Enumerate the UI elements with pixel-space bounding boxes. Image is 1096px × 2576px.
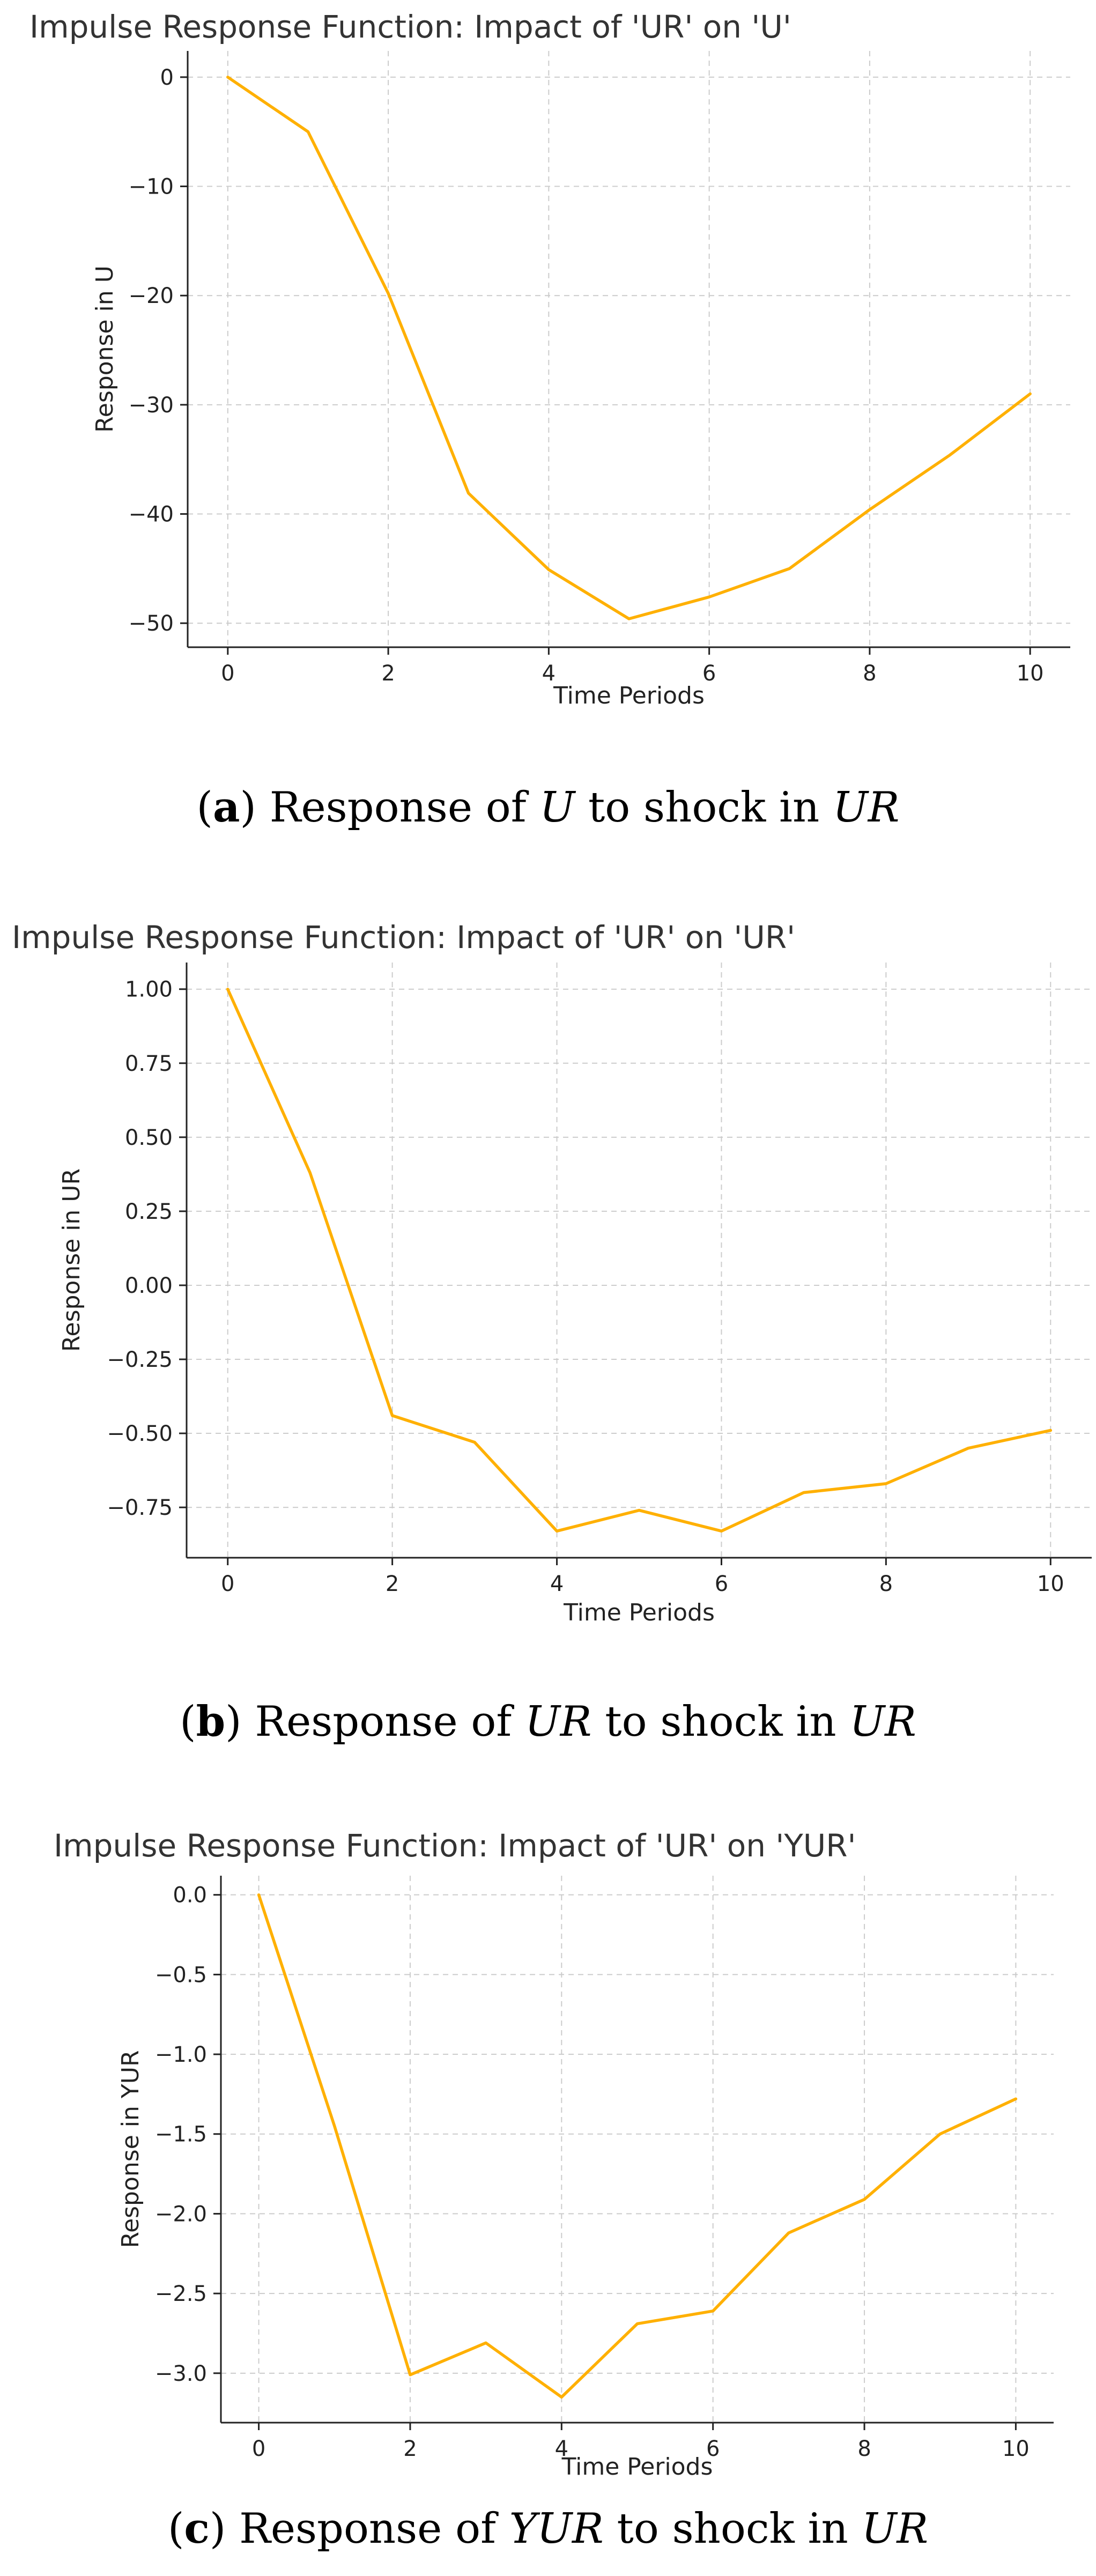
series-line-c — [257, 1893, 1018, 2399]
y-tick-label: −1.5 — [155, 2122, 207, 2147]
chart-a-svg: Impulse Response Function: Impact of 'UR… — [29, 9, 1070, 709]
y-axis-label-a: Response in U — [91, 265, 119, 433]
y-tick-label: −3.0 — [155, 2362, 207, 2386]
x-tick-label: 8 — [857, 2437, 871, 2461]
x-tick-label: 8 — [879, 1572, 893, 1596]
x-tick-label: 4 — [542, 661, 556, 686]
series-line-a — [226, 76, 1032, 620]
x-tick-label: 2 — [381, 661, 395, 686]
y-tick-label: 0 — [160, 65, 174, 90]
caption-b: (b) Response of UR to shock in UR — [180, 1697, 916, 1746]
y-tick-label: 0.00 — [125, 1274, 173, 1298]
x-tick-label: 8 — [863, 661, 876, 686]
chart-title-b: Impulse Response Function: Impact of 'UR… — [12, 919, 795, 956]
x-tick-label: 4 — [555, 2437, 568, 2461]
chart-panel-c: Impulse Response Function: Impact of 'UR… — [0, 1786, 1096, 2477]
y-tick-label: 1.00 — [125, 978, 173, 1002]
chart-c-svg: Impulse Response Function: Impact of 'UR… — [54, 1827, 1054, 2477]
y-tick-label: −1.0 — [155, 2042, 207, 2067]
x-tick-label: 0 — [221, 661, 234, 686]
y-tick-label: −50 — [129, 611, 174, 636]
y-axis-label-b: Response in UR — [58, 1168, 85, 1352]
y-tick-label: −0.75 — [107, 1496, 173, 1520]
y-tick-label: −30 — [129, 393, 174, 418]
x-tick-label: 0 — [221, 1572, 234, 1596]
y-tick-label: −2.5 — [155, 2282, 207, 2306]
y-axis-label-c: Response in YUR — [117, 2050, 144, 2248]
x-tick-label: 6 — [702, 661, 716, 686]
chart-panel-a: Impulse Response Function: Impact of 'UR… — [0, 0, 1096, 724]
caption-c: (c) Response of YUR to shock in UR — [167, 2504, 929, 2553]
series-line-b — [226, 987, 1053, 1533]
caption-a: (a) Response of U to shock in UR — [196, 783, 900, 832]
x-axis-label-b: Time Periods — [563, 1599, 715, 1626]
x-tick-label: 6 — [715, 1572, 728, 1596]
chart-title-a: Impulse Response Function: Impact of 'UR… — [29, 9, 791, 45]
x-tick-label: 10 — [1002, 2437, 1030, 2461]
y-tick-label: 0.75 — [125, 1052, 173, 1076]
chart-b-svg: Impulse Response Function: Impact of 'UR… — [12, 919, 1092, 1626]
y-tick-label: −10 — [129, 175, 174, 199]
x-tick-label: 2 — [403, 2437, 417, 2461]
x-tick-label: 2 — [386, 1572, 399, 1596]
x-tick-label: 4 — [550, 1572, 564, 1596]
y-tick-label: 0.0 — [173, 1883, 207, 1908]
y-tick-label: −0.25 — [107, 1348, 173, 1372]
chart-title-c: Impulse Response Function: Impact of 'UR… — [54, 1827, 856, 1864]
y-tick-label: −0.50 — [107, 1422, 173, 1446]
x-axis-label-c: Time Periods — [561, 2453, 713, 2477]
x-tick-label: 10 — [1037, 1572, 1064, 1596]
y-tick-label: 0.25 — [125, 1200, 173, 1224]
y-tick-label: −0.5 — [155, 1963, 207, 1987]
chart-panel-b: Impulse Response Function: Impact of 'UR… — [0, 890, 1096, 1668]
y-tick-label: 0.50 — [125, 1126, 173, 1150]
y-tick-label: −20 — [129, 284, 174, 308]
x-tick-label: 0 — [252, 2437, 265, 2461]
x-axis-label-a: Time Periods — [553, 682, 705, 709]
y-tick-label: −40 — [129, 502, 174, 527]
x-tick-label: 6 — [706, 2437, 720, 2461]
x-tick-label: 10 — [1017, 661, 1044, 686]
y-tick-label: −2.0 — [155, 2202, 207, 2226]
